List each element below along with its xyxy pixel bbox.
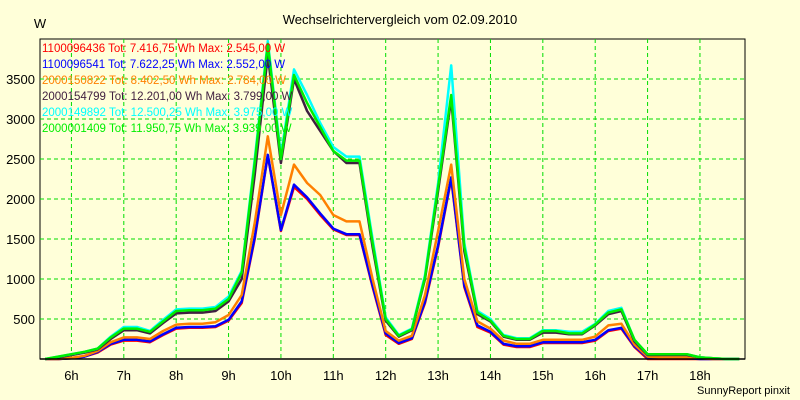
x-tick-label: 15h <box>532 368 554 383</box>
series-line-2000150822 <box>45 135 740 361</box>
legend-entry: 2000150822 Tot: 8.402,50 Wh Max: 2.784,0… <box>42 75 286 87</box>
x-tick-label: 8h <box>169 368 183 383</box>
legend: 1100096436 Tot: 7.416,75 Wh Max: 2.545,0… <box>42 43 293 135</box>
legend-entry: 1100096541 Tot: 7.622,25 Wh Max: 2.552,0… <box>42 59 285 71</box>
y-tick-label: 1500 <box>6 232 35 247</box>
x-tick-label: 12h <box>375 368 397 383</box>
series-line-2000149892 <box>44 39 740 361</box>
y-tick-label: 3000 <box>6 112 35 127</box>
x-tick-label: 18h <box>689 368 711 383</box>
x-tick-label: 16h <box>584 368 606 383</box>
series-lines <box>40 39 745 361</box>
y-tick-label: 500 <box>13 312 35 327</box>
x-tick-label: 11h <box>323 368 344 383</box>
series-line-2000001409 <box>44 42 740 361</box>
y-tick-label: 2000 <box>6 192 35 207</box>
legend-entry: 2000001409 Tot: 11.950,75 Wh Max: 3.939,… <box>42 123 292 135</box>
chart-title: Wechselrichtervergleich vom 02.09.2010 <box>283 12 518 27</box>
legend-entry: 2000149892 Tot: 12.500,25 Wh Max: 3.975,… <box>42 107 293 119</box>
axis-ticks: 6h 7h 8h 9h 10h 11h 12h 13h 14h 15h 16h 17h 18h 500 10… <box>6 72 711 383</box>
x-tick-label: 9h <box>221 368 235 383</box>
x-tick-label: 6h <box>64 368 78 383</box>
x-tick-label: 13h <box>427 368 449 383</box>
grid <box>40 39 745 359</box>
x-tick-label: 10h <box>270 368 292 383</box>
y-tick-label: 2500 <box>6 152 35 167</box>
y-axis-label: W <box>34 16 47 31</box>
legend-entry: 1100096436 Tot: 7.416,75 Wh Max: 2.545,0… <box>42 43 285 55</box>
x-tick-label: 17h <box>637 368 659 383</box>
x-tick-label: 7h <box>117 368 131 383</box>
footer-credit: SunnyReport pinxit <box>697 385 790 397</box>
x-tick-label: 14h <box>480 368 502 383</box>
series-line-1100096541 <box>45 153 740 361</box>
y-tick-label: 1000 <box>6 272 35 287</box>
legend-entry: 2000154799 Tot: 12.201,00 Wh Max: 3.799,… <box>42 91 293 103</box>
y-tick-label: 3500 <box>6 72 35 87</box>
